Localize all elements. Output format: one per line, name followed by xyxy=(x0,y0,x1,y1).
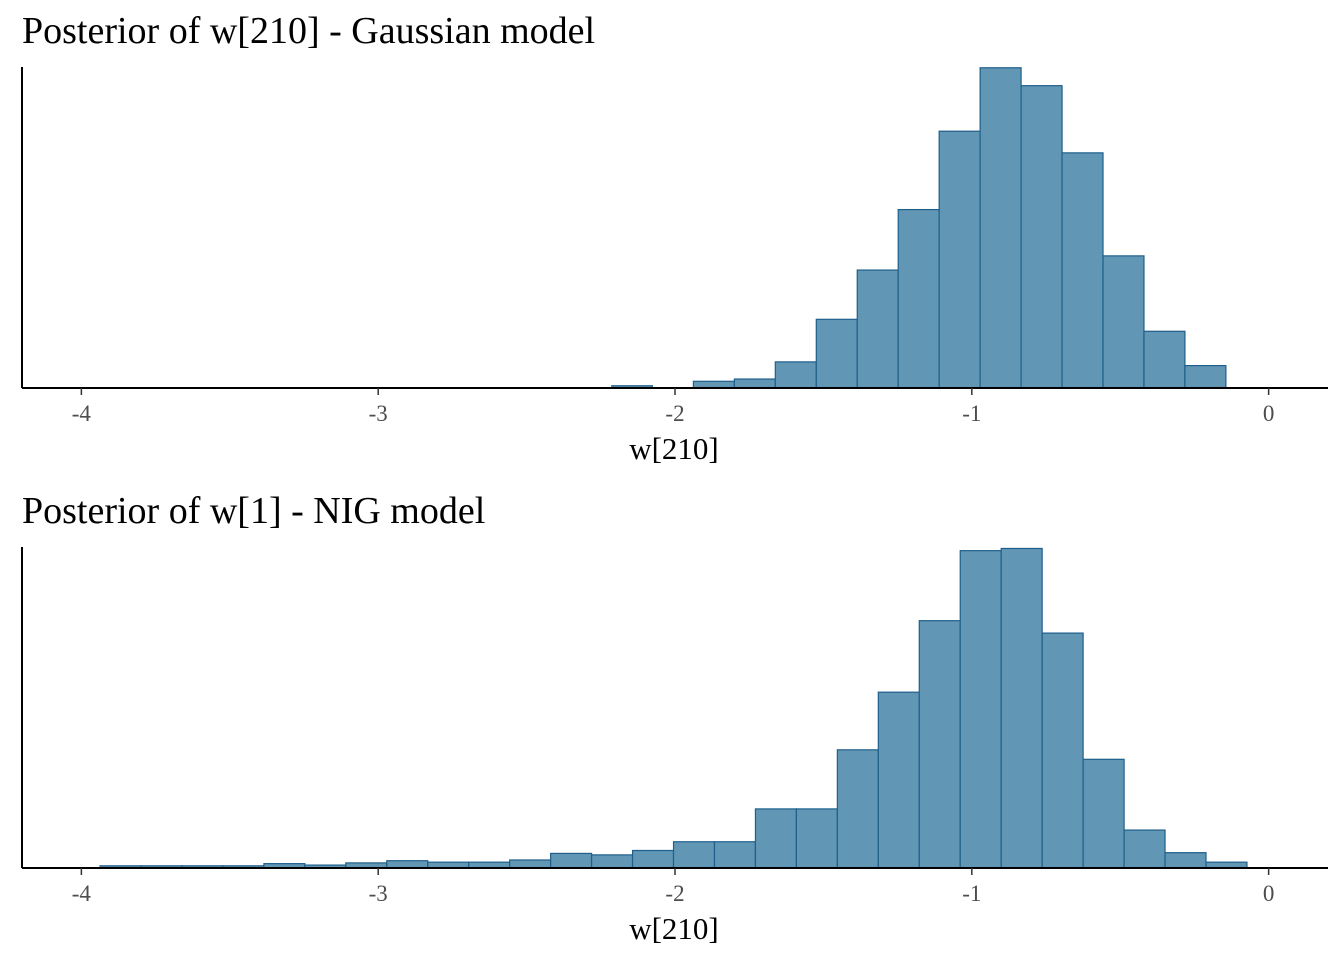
x-tick-label: -1 xyxy=(962,881,981,906)
bar-group xyxy=(100,548,1247,868)
histogram-bar xyxy=(816,319,857,388)
x-tick-label: -3 xyxy=(369,401,388,426)
x-tick-label: 0 xyxy=(1263,401,1275,426)
histogram-bar xyxy=(1062,153,1103,388)
histogram-bar xyxy=(1001,548,1042,868)
histogram-bar xyxy=(898,210,939,388)
histogram-bar xyxy=(551,853,592,868)
histogram-bar xyxy=(837,750,878,868)
histogram-bar xyxy=(939,131,980,388)
histogram-bar xyxy=(919,621,960,868)
histogram-bar xyxy=(1021,86,1062,388)
histogram-bar xyxy=(960,551,1001,868)
x-axis-label: w[210] xyxy=(629,911,719,946)
histogram-bar xyxy=(857,270,898,388)
histogram-bar xyxy=(1103,256,1144,388)
bar-group xyxy=(612,68,1226,388)
x-tick-label: -2 xyxy=(665,401,684,426)
histogram-bar xyxy=(878,692,919,868)
x-tick-label: -3 xyxy=(369,881,388,906)
histogram-bar xyxy=(1124,830,1165,868)
x-axis-label: w[210] xyxy=(629,431,719,466)
histogram-bar xyxy=(1165,853,1206,868)
chart-title: Posterior of w[1] - NIG model xyxy=(22,490,485,532)
histogram-bar xyxy=(1042,633,1083,868)
x-tick-label: 0 xyxy=(1263,881,1275,906)
histogram-bar xyxy=(674,842,715,868)
histogram-bar xyxy=(510,860,551,868)
chart-panel-gaussian: Posterior of w[210] - Gaussian model -4-… xyxy=(22,10,1328,466)
x-tick-label: -4 xyxy=(72,401,92,426)
x-tick-label: -1 xyxy=(962,401,981,426)
histogram-bar xyxy=(592,855,633,868)
histogram-bar xyxy=(734,379,775,388)
chart-panel-nig: Posterior of w[1] - NIG model -4 -3 -2 -1 0 … xyxy=(22,490,1328,946)
histogram-bar xyxy=(796,809,837,868)
histogram-bar xyxy=(775,362,816,388)
histogram-bar xyxy=(633,850,674,868)
x-ticks: -4 -3 -2 -1 0 xyxy=(72,868,1275,906)
histogram-bar xyxy=(714,842,755,868)
x-tick-label: -2 xyxy=(665,881,684,906)
histogram-bar xyxy=(1083,759,1124,868)
histogram-bar xyxy=(1144,331,1185,388)
histogram-bar xyxy=(1185,366,1226,388)
histogram-bar xyxy=(387,861,428,868)
x-tick-label: -4 xyxy=(72,881,92,906)
histogram-bar xyxy=(755,809,796,868)
histogram-bar xyxy=(980,68,1021,388)
chart-title: Posterior of w[210] - Gaussian model xyxy=(22,10,595,52)
histogram-bar xyxy=(693,381,734,388)
x-ticks: -4 -3 -2 -1 0 xyxy=(72,388,1275,426)
